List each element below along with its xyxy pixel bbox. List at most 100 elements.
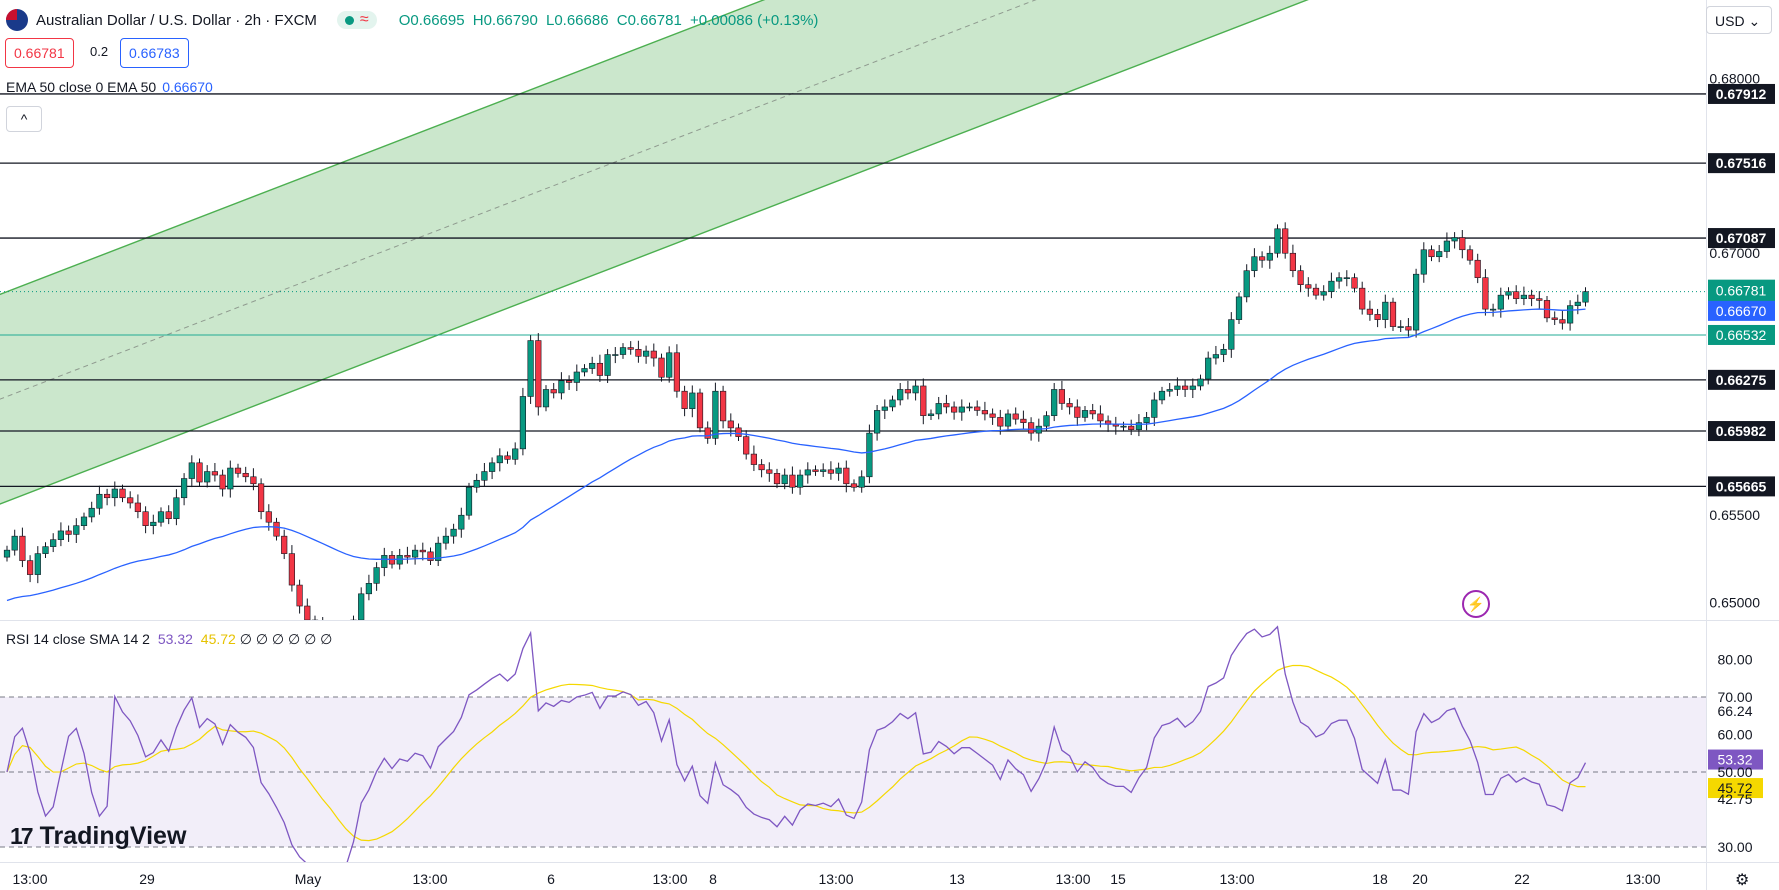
candle (1305, 277, 1312, 297)
candle (1166, 383, 1173, 397)
candle (612, 347, 619, 364)
candle (1043, 411, 1050, 431)
candle (758, 459, 765, 478)
candle-body (897, 389, 904, 401)
level-label: 0.65665 (1716, 478, 1767, 494)
candle-body (1443, 240, 1450, 252)
candle (1174, 377, 1181, 396)
candle-body (743, 436, 750, 455)
candle-body (1582, 291, 1589, 303)
candle (1066, 398, 1073, 415)
candle-body (1289, 252, 1296, 272)
buy-button[interactable]: 0.66783 (120, 38, 189, 68)
candle-body (550, 389, 557, 394)
rsi-sma-box (1708, 778, 1763, 799)
candle (873, 405, 881, 441)
candle (596, 354, 603, 382)
candle (1459, 230, 1466, 259)
candle-body (404, 555, 411, 558)
candle-body (1205, 357, 1212, 380)
collapse-legend-button[interactable]: ^ (6, 106, 42, 132)
current-price-label: 0.66781 (1716, 283, 1767, 299)
candle (42, 542, 49, 558)
candle-body (527, 340, 534, 397)
sell-button[interactable]: 0.66781 (5, 38, 74, 68)
candle (650, 343, 657, 367)
candle-body (989, 413, 996, 418)
rsi-legend[interactable]: RSI 14 close SMA 14 2 53.32 45.72 ∅ ∅ ∅ … (6, 631, 332, 648)
tradingview-logo[interactable]: 17 TradingView (10, 822, 186, 851)
level-label: 0.66275 (1716, 372, 1767, 388)
candle (1567, 300, 1574, 331)
candle (750, 445, 757, 472)
candle-body (1135, 422, 1142, 430)
candle-body (127, 497, 134, 504)
candle-body (257, 483, 265, 513)
candle (565, 375, 573, 390)
candle (1351, 273, 1358, 293)
candle (835, 462, 842, 481)
time-tick-label: 13:00 (652, 871, 687, 887)
lightning-icon[interactable]: ⚡ (1462, 590, 1490, 618)
candle-body (80, 516, 88, 526)
candle-body (219, 474, 226, 490)
candle (88, 501, 95, 523)
market-status-badge[interactable]: ≈ (336, 11, 377, 29)
candle-body (535, 340, 542, 408)
candle (604, 349, 611, 384)
ema-legend[interactable]: EMA 50 close 0 EMA 50 0.66670 (6, 79, 213, 95)
candle-body (34, 553, 41, 575)
candle-body (281, 535, 288, 554)
candle (365, 574, 373, 601)
candle-body (812, 469, 819, 472)
candle-body (1359, 287, 1366, 310)
candle-body (835, 467, 842, 474)
rsi-tick-label: 66.24 (1717, 703, 1752, 719)
channel-fill (0, 0, 1307, 504)
candle-body (1397, 326, 1404, 328)
candle (335, 629, 341, 645)
candle (1274, 224, 1281, 258)
candle-body (211, 471, 219, 476)
candle (512, 442, 519, 465)
candle-body (981, 410, 988, 415)
currency-select[interactable]: USD ⌄ (1706, 6, 1772, 34)
level-label: 0.67087 (1716, 230, 1767, 246)
candle-body (488, 462, 496, 472)
candle-body (843, 467, 850, 485)
candle (812, 465, 819, 476)
candle-body (781, 474, 788, 485)
candle (181, 473, 188, 506)
candle-body (974, 406, 981, 411)
candle (719, 385, 727, 429)
candle (150, 514, 157, 535)
candle-body (227, 467, 234, 490)
candle-body (1189, 385, 1196, 390)
candle-body (758, 464, 765, 471)
candle (635, 340, 642, 363)
candle-body (1074, 406, 1081, 418)
symbol-title[interactable]: Australian Dollar / U.S. Dollar · 2h · F… (6, 9, 822, 31)
candle (766, 462, 773, 482)
candle (50, 533, 57, 553)
candle-body (1389, 301, 1397, 327)
candle (889, 395, 896, 412)
candle (1297, 265, 1304, 293)
candle-body (1197, 378, 1204, 387)
candle-body (673, 352, 680, 392)
candle-body (1343, 277, 1350, 279)
candle (458, 507, 465, 538)
time-tick-label: 20 (1412, 871, 1428, 887)
candle (974, 400, 981, 416)
time-tick-label: 22 (1514, 871, 1530, 887)
candle (743, 430, 750, 460)
settings-gear-icon[interactable]: ⚙ (1735, 872, 1750, 889)
candle-body (465, 486, 473, 516)
candle (3, 545, 11, 562)
candle-body (866, 432, 873, 478)
candle (981, 401, 988, 421)
candle (165, 505, 172, 525)
candle-body (1413, 273, 1420, 331)
candle-body (727, 420, 734, 429)
